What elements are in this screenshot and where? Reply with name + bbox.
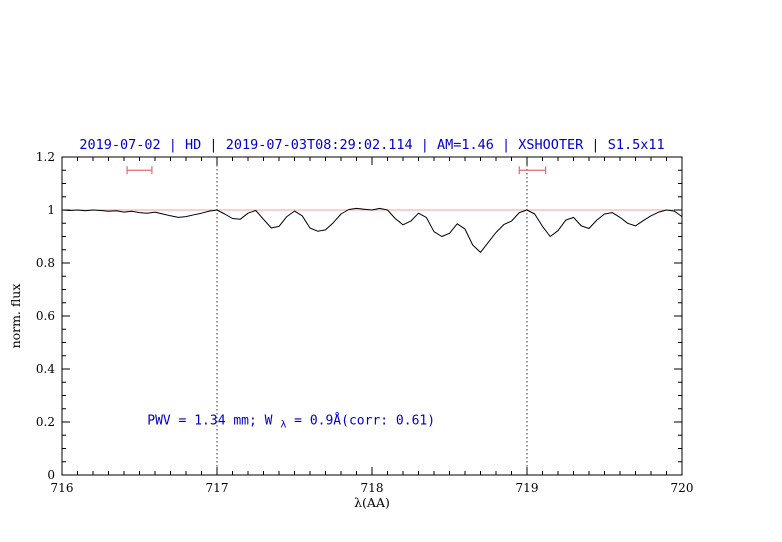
plot-area: 716 717 718 719 720 0 0.2 0.4 0.6 0.8 1 1.2 [36, 150, 694, 495]
x-tick-label: 717 [206, 481, 229, 495]
y-tick-label: 0.4 [36, 362, 55, 376]
chart-title: 2019-07-02 | HD | 2019-07-03T08:29:02.11… [79, 137, 664, 153]
y-tick-label: 0.8 [36, 256, 55, 270]
y-tick-label: 1 [47, 203, 55, 217]
x-axis-label: λ(AA) [354, 495, 390, 510]
x-tick-label: 716 [51, 481, 74, 495]
y-tick-label: 0.6 [36, 309, 55, 323]
x-tick-label: 720 [671, 481, 694, 495]
annotation-part: = 0.9Å(corr: 0.61) [294, 413, 435, 429]
annotation-part: PWV = 1.34 mm; W [147, 414, 272, 429]
y-tick-label: 0 [47, 468, 55, 482]
annotation-subscript: λ [280, 420, 286, 431]
x-tick-label: 719 [516, 481, 539, 495]
x-tick-label: 718 [361, 481, 384, 495]
spectrum-line [61, 207, 683, 253]
y-tick-label: 0.2 [36, 415, 55, 429]
pwv-annotation: PWV = 1.34 mm; W λ = 0.9Å(corr: 0.61) [147, 413, 435, 432]
y-axis-label: norm. flux [8, 284, 23, 349]
y-tick-label: 1.2 [36, 150, 55, 164]
